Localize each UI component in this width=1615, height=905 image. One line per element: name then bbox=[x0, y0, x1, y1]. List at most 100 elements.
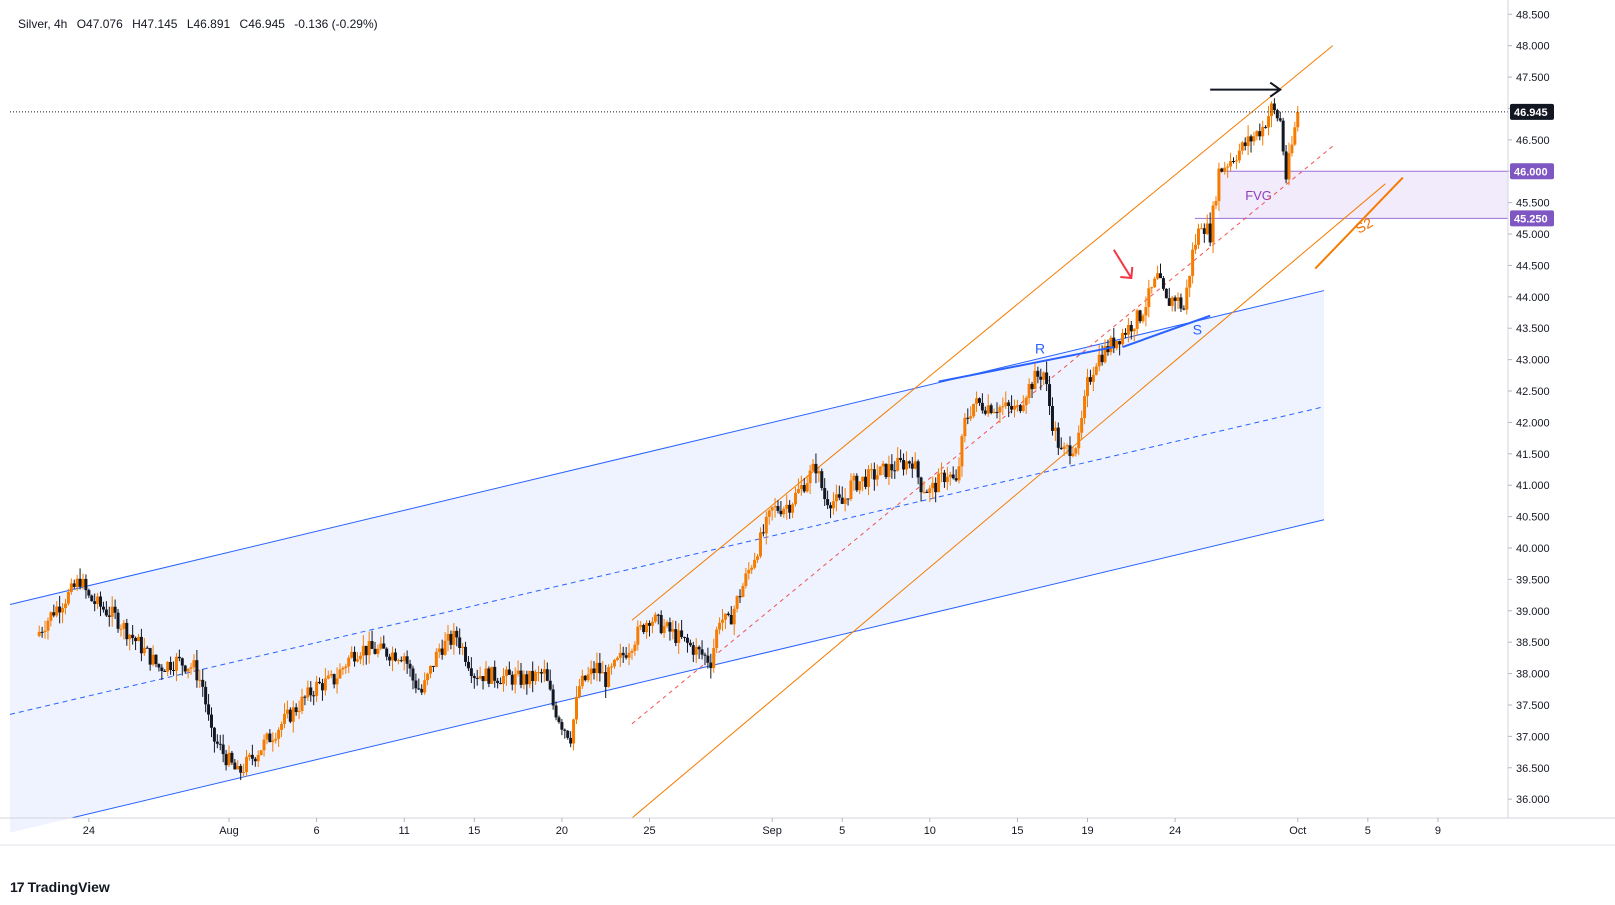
candle bbox=[998, 404, 1002, 424]
candle bbox=[104, 601, 108, 617]
tradingview-brand[interactable]: 17 TradingView bbox=[10, 879, 110, 895]
candle bbox=[411, 665, 415, 690]
candle bbox=[1164, 288, 1168, 299]
candle bbox=[779, 500, 783, 517]
candle bbox=[1050, 397, 1054, 436]
candle-body bbox=[858, 481, 862, 491]
candle bbox=[1252, 131, 1256, 146]
candle-body bbox=[209, 714, 213, 728]
candle bbox=[52, 604, 56, 618]
candle-body bbox=[659, 615, 663, 634]
candle bbox=[355, 652, 359, 663]
candle bbox=[426, 672, 430, 686]
candle-body bbox=[1173, 297, 1177, 301]
candle bbox=[980, 393, 984, 414]
candle-body bbox=[1027, 383, 1031, 398]
candle bbox=[236, 760, 240, 770]
candle-body bbox=[776, 506, 780, 511]
candle bbox=[916, 459, 920, 485]
candle bbox=[572, 718, 576, 751]
candle bbox=[1258, 123, 1262, 141]
candle bbox=[458, 628, 462, 655]
candle bbox=[469, 657, 473, 684]
y-tick-label: 44.500 bbox=[1516, 260, 1550, 272]
candle-body bbox=[604, 672, 608, 687]
candle bbox=[1027, 378, 1031, 404]
candle-body bbox=[87, 590, 91, 596]
candle bbox=[691, 641, 695, 663]
candle-body bbox=[192, 660, 196, 668]
candle-body bbox=[72, 583, 76, 587]
candle bbox=[329, 670, 333, 679]
candle bbox=[977, 397, 981, 406]
candle-body bbox=[557, 717, 561, 723]
candle bbox=[157, 663, 161, 672]
x-tick-label: 19 bbox=[1081, 825, 1093, 837]
candle bbox=[805, 475, 809, 493]
candle bbox=[937, 468, 941, 493]
candle-body bbox=[1211, 205, 1215, 243]
candle-body bbox=[58, 606, 62, 613]
candle bbox=[1121, 328, 1125, 347]
candle bbox=[172, 661, 176, 676]
y-tick-label: 44.000 bbox=[1516, 292, 1550, 304]
candle-body bbox=[960, 436, 964, 467]
candle-body bbox=[607, 667, 611, 687]
candle-body bbox=[40, 631, 44, 633]
candle-body bbox=[986, 405, 990, 414]
candle bbox=[163, 669, 167, 672]
candle-body bbox=[1115, 341, 1119, 349]
candle-body bbox=[122, 622, 126, 629]
candle bbox=[183, 664, 187, 674]
x-tick-label: 24 bbox=[83, 825, 95, 837]
level-s-label: S bbox=[1193, 322, 1202, 338]
candle bbox=[861, 476, 865, 492]
candle bbox=[1153, 276, 1157, 288]
candle bbox=[1269, 101, 1273, 128]
candle-body bbox=[449, 633, 453, 645]
candle-body bbox=[157, 664, 161, 668]
candle-body bbox=[315, 681, 319, 696]
candle-body bbox=[487, 668, 491, 684]
candle-body bbox=[861, 476, 865, 482]
candle-body bbox=[572, 719, 576, 744]
candle-body bbox=[52, 612, 56, 616]
candle bbox=[671, 620, 675, 640]
candle-body bbox=[1287, 153, 1291, 180]
candle-body bbox=[326, 675, 330, 679]
candle-body bbox=[826, 499, 830, 506]
candle-body bbox=[764, 516, 768, 534]
candle-body bbox=[969, 416, 973, 419]
candle-body bbox=[785, 504, 789, 509]
candle-body bbox=[1217, 168, 1221, 201]
candle-body bbox=[1194, 244, 1198, 250]
candle-body bbox=[423, 680, 427, 693]
candle-body bbox=[1068, 445, 1072, 457]
candle-body bbox=[884, 463, 888, 478]
level-s2-line bbox=[1314, 176, 1404, 270]
candle bbox=[989, 403, 993, 415]
candle-body bbox=[577, 686, 581, 697]
candle-body bbox=[916, 461, 920, 478]
candle-body bbox=[753, 559, 757, 568]
candle-body bbox=[718, 622, 722, 630]
candle bbox=[612, 658, 616, 669]
candle-body bbox=[1086, 377, 1090, 397]
level-s-line bbox=[1122, 314, 1211, 349]
candle bbox=[393, 648, 397, 662]
candle-body bbox=[1048, 384, 1052, 407]
candle-body bbox=[464, 646, 468, 662]
candle-body bbox=[142, 647, 146, 654]
candle-body bbox=[537, 672, 541, 674]
candle bbox=[58, 595, 62, 624]
candle bbox=[300, 688, 304, 715]
candle bbox=[452, 623, 456, 655]
candle-body bbox=[431, 665, 435, 667]
candle bbox=[312, 690, 316, 706]
candle-body bbox=[245, 756, 249, 773]
axes: 48.50048.00047.50047.00046.50046.00045.5… bbox=[0, 0, 1615, 846]
candle-body bbox=[712, 648, 716, 669]
candle bbox=[99, 591, 103, 617]
candle bbox=[577, 678, 581, 699]
